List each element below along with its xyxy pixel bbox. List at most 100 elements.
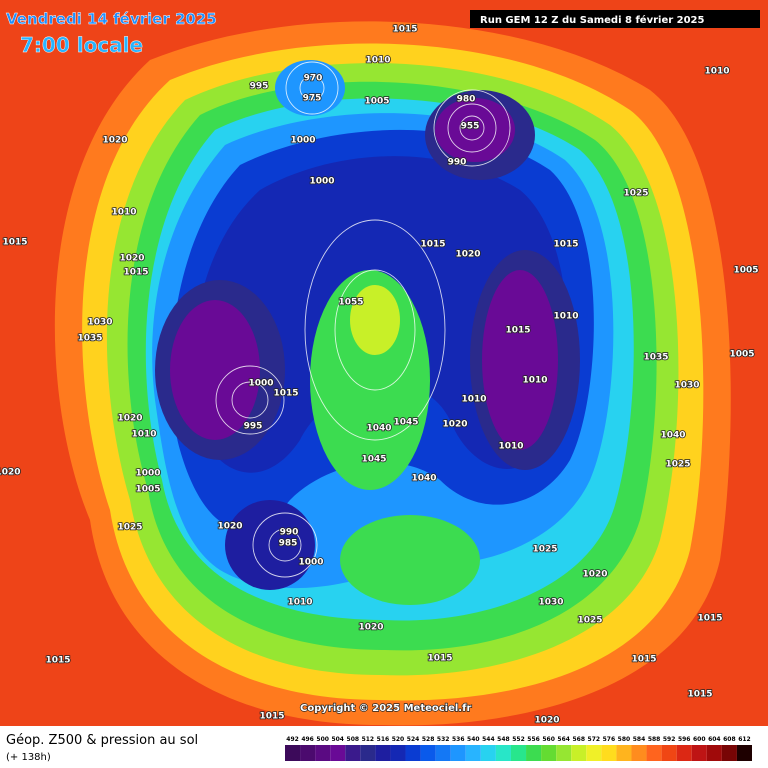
run-info: Run GEM 12 Z du Samedi 8 février 2025	[480, 14, 705, 26]
isobar-label: 1010	[365, 56, 390, 66]
forecast-lead: (+ 138h)	[6, 752, 51, 763]
isobar-label: 980	[457, 95, 476, 105]
isobar-label: 1040	[660, 431, 685, 441]
forecast-date: Vendredi 14 février 2025	[6, 10, 217, 28]
scale-label: 532	[437, 736, 450, 743]
scale-label: 548	[497, 736, 510, 743]
scale-swatch	[435, 745, 451, 761]
scale-swatch	[315, 745, 331, 761]
isobar-label: 1025	[117, 523, 142, 533]
isobar-label: 1015	[45, 656, 70, 666]
scale-label: 500	[316, 736, 329, 743]
isobar-label: 1020	[0, 468, 21, 478]
isobar-label: 1025	[623, 189, 648, 199]
isobar-label: 1025	[532, 545, 557, 555]
scale-label: 556	[527, 736, 540, 743]
isobar-label: 1035	[77, 334, 102, 344]
isobar-label: 1025	[577, 616, 602, 626]
isobar-labels: 1015 1010 1005 1020 1000 1000 1010 1015 1020 1015…	[0, 24, 759, 727]
isobar-label: 990	[448, 158, 467, 168]
isobar-label: 1020	[582, 570, 607, 580]
isobar-label: 1010	[111, 208, 136, 218]
scale-swatch	[390, 745, 406, 761]
isobar-label: 1055	[338, 298, 363, 308]
scale-swatch	[420, 745, 436, 761]
isobar-label: 1000	[290, 136, 315, 146]
isobar-label: 1000	[135, 469, 160, 479]
scale-label: 576	[603, 736, 616, 743]
scale-label: 492	[286, 736, 299, 743]
scale-swatch	[631, 745, 647, 761]
isobar-label: 1030	[538, 598, 563, 608]
isobar-label: 1010	[131, 430, 156, 440]
scale-swatch	[300, 745, 316, 761]
isobar-label: 1010	[553, 312, 578, 322]
scale-label: 504	[331, 736, 344, 743]
scale-swatch	[480, 745, 496, 761]
color-scale: 492 496 500 504 508 512 516 520 524 528 532 536 540 5…	[285, 736, 752, 761]
scale-label: 520	[392, 736, 405, 743]
isobar-label: 1015	[259, 712, 284, 722]
isobar-label: 1010	[461, 395, 486, 405]
isobar-label: 1015	[420, 240, 445, 250]
scale-label: 608	[723, 736, 736, 743]
isobar-label: 1000	[298, 558, 323, 568]
scale-label: 540	[467, 736, 480, 743]
scale-label: 528	[422, 736, 435, 743]
isobar-label: 995	[250, 82, 269, 92]
scale-swatch	[405, 745, 421, 761]
scale-label: 536	[452, 736, 465, 743]
scale-swatch	[616, 745, 632, 761]
scale-swatch	[691, 745, 707, 761]
isobar-label: 1015	[631, 655, 656, 665]
isobar-label: 1045	[393, 418, 418, 428]
scale-label: 512	[362, 736, 375, 743]
scale-swatch	[646, 745, 662, 761]
isobars	[215, 61, 511, 578]
scale-swatch	[330, 745, 346, 761]
isobar-label: 1005	[364, 97, 389, 107]
isobar-label: 995	[244, 422, 263, 432]
scale-label: 584	[633, 736, 646, 743]
isobar-label: 1015	[123, 268, 148, 278]
scale-label: 560	[542, 736, 555, 743]
isobar-label: 1015	[273, 389, 298, 399]
scale-label: 580	[618, 736, 631, 743]
scale-swatch	[450, 745, 466, 761]
scale-swatch	[510, 745, 527, 761]
scale-swatch	[556, 745, 572, 761]
scale-label: 596	[678, 736, 691, 743]
isobar-label: 975	[303, 94, 322, 104]
scale-label: 524	[407, 736, 420, 743]
isobar-label: 1010	[704, 67, 729, 77]
isobar-label: 1010	[498, 442, 523, 452]
isobar-label: 990	[280, 528, 299, 538]
scale-label: 568	[572, 736, 585, 743]
isobar-label: 970	[304, 74, 323, 84]
scale-swatch	[465, 745, 481, 761]
isobar-label: 1005	[733, 266, 758, 276]
scale-swatch	[706, 745, 722, 761]
scale-swatch	[586, 745, 602, 761]
isobar-label: 1020	[102, 136, 127, 146]
isobar-label: 1015	[427, 654, 452, 664]
scale-label: 508	[347, 736, 360, 743]
scale-swatch	[285, 745, 301, 761]
scale-label: 552	[512, 736, 525, 743]
scale-swatch	[375, 745, 391, 761]
scale-label: 544	[482, 736, 495, 743]
isobar-label: 1020	[119, 254, 144, 264]
isobar-label: 1040	[411, 474, 436, 484]
footer-title: Géop. Z500 & pression au sol	[6, 733, 198, 748]
scale-swatch	[360, 745, 376, 761]
isobar-label: 1010	[287, 598, 312, 608]
isobar-label: 1015	[505, 326, 530, 336]
forecast-time: 7:00 locale	[20, 33, 143, 57]
isobar-label: 1020	[534, 716, 559, 726]
scale-label: 612	[738, 736, 751, 743]
scale-swatch	[736, 745, 752, 761]
scale-swatch	[661, 745, 677, 761]
scale-label: 572	[588, 736, 601, 743]
isobar-label: 1005	[135, 485, 160, 495]
isobar-label: 1010	[522, 376, 547, 386]
